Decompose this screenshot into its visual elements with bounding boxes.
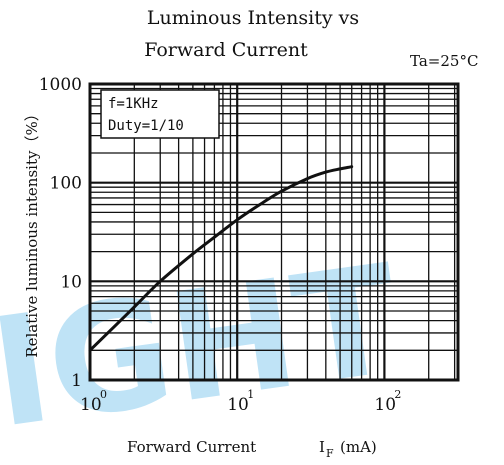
- x-tick-label-base: 10: [80, 395, 102, 415]
- plot-frame: [88, 82, 460, 382]
- conditions-box: f=1KHz Duty=1/10: [100, 89, 220, 139]
- frequency-note: f=1KHz: [108, 96, 159, 112]
- series-line-0: [88, 165, 354, 352]
- x-axis-label: Forward Current I F (mA): [127, 438, 377, 460]
- x-axis-subscript: F: [326, 447, 334, 460]
- conditions-box-frame: [100, 89, 220, 139]
- x-axis-symbol: I: [319, 438, 325, 456]
- x-tick-label-base: 10: [227, 395, 249, 415]
- duty-note: Duty=1/10: [108, 118, 184, 134]
- x-tick-label-exponent: 1: [247, 388, 254, 401]
- series-layer: [88, 165, 354, 352]
- y-tick-labels: 1 10 100 1000: [39, 75, 82, 391]
- y-tick-label: 100: [50, 174, 82, 194]
- x-axis-unit: (mA): [340, 438, 377, 456]
- chart-title-line2: Forward Current: [144, 39, 308, 61]
- x-tick-label-exponent: 2: [394, 388, 401, 401]
- y-axis-label: Relative luminous intensity（%）: [23, 106, 41, 357]
- chart-title-line1: Luminous Intensity vs: [147, 7, 359, 29]
- y-tick-label: 1: [71, 371, 82, 391]
- x-tick-label-base: 10: [374, 395, 396, 415]
- x-axis-label-text: Forward Current: [127, 438, 256, 456]
- y-tick-label: 10: [60, 272, 82, 292]
- condition-label: Ta=25°C: [410, 52, 478, 70]
- y-tick-label: 1000: [39, 75, 82, 95]
- x-tick-label-exponent: 0: [100, 388, 107, 401]
